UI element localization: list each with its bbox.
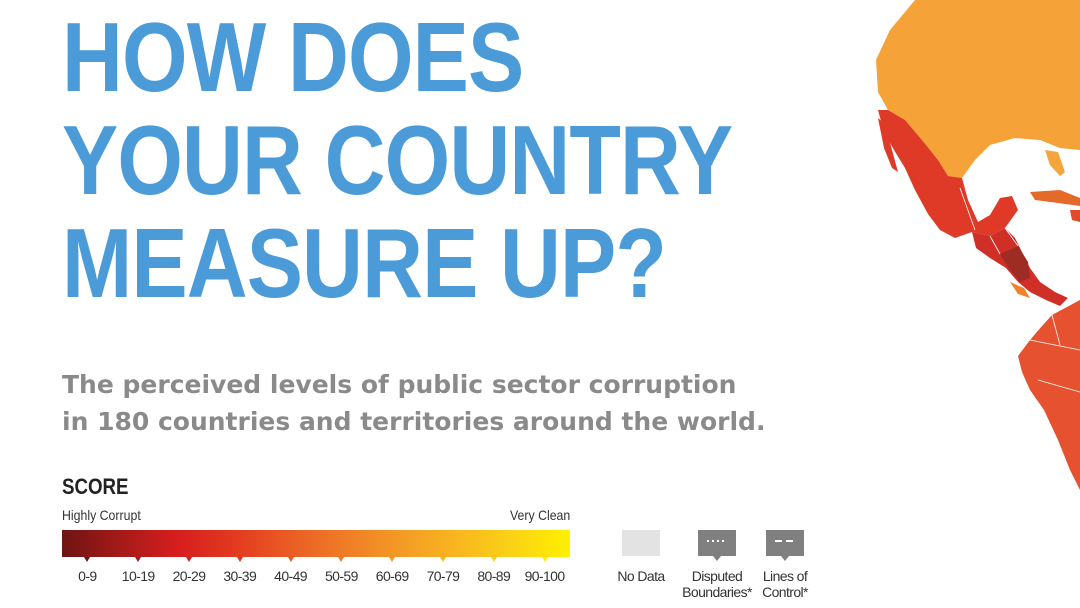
no-data-label: No Data: [612, 568, 670, 584]
legend-tick-30-39: [214, 557, 265, 562]
legend-tick-60-69: [367, 557, 418, 562]
legend-bin-label-40-49: 40-49: [274, 568, 307, 584]
costa-rica-region: [1010, 282, 1030, 298]
lines-of-control-swatch: [766, 530, 804, 556]
baja-california-region: [878, 118, 898, 172]
legend-low-label: Highly Corrupt: [62, 507, 141, 523]
legend-bin-label-10-19: 10-19: [121, 568, 155, 584]
legend-tick-50-59: [316, 557, 367, 562]
cuba-region: [1030, 190, 1080, 206]
disputed-boundaries-label-line-1: Disputed: [691, 568, 743, 584]
country-borders: [959, 187, 1080, 393]
legend-tick-90-100: [519, 557, 570, 562]
legend-bin-label-70-79: 70-79: [426, 568, 460, 584]
legend-tick-40-49: [265, 557, 316, 562]
legend-bin-label-0-9: 0-9: [78, 568, 97, 584]
dotted-line-icon: [707, 540, 727, 542]
legend-color-scale: [62, 530, 570, 557]
legend-bin-label-50-59: 50-59: [324, 568, 358, 584]
headline: HOW DOES YOUR COUNTRY MEASURE UP?: [62, 2, 733, 318]
legend-tick-70-79: [418, 557, 469, 562]
subtitle: The perceived levels of public sector co…: [62, 366, 782, 440]
legend-bin-labels: 0-9 10-19 20-29 30-39 40-49 50-59 60-69 70-79 80…: [62, 568, 570, 584]
subtitle-line-2: in 180 countries and territories around …: [62, 407, 766, 436]
disputed-boundaries-label: Disputed Boundaries*: [676, 568, 758, 600]
hispaniola-region: [1070, 210, 1080, 222]
legend-bin-label-60-69: 60-69: [375, 568, 409, 584]
mexico-region: [878, 110, 1018, 238]
legend-bin-label-20-29: 20-29: [172, 568, 206, 584]
legend-bin-label-90-100: 90-100: [524, 568, 566, 584]
headline-line-1: HOW DOES: [62, 2, 524, 112]
honduras-region: [1000, 246, 1030, 282]
caribbean-islands: [1045, 150, 1065, 176]
north-america-region: [876, 0, 1080, 178]
legend-tick-0-9: [62, 557, 113, 562]
legend-bin-label-30-39: 30-39: [223, 568, 257, 584]
disputed-boundaries-pointer: [713, 556, 721, 561]
headline-line-3: MEASURE UP?: [62, 208, 667, 318]
dashed-line-icon: [775, 540, 795, 542]
legend-title: SCORE: [62, 474, 129, 499]
legend-ticks: [62, 557, 570, 562]
subtitle-line-1: The perceived levels of public sector co…: [62, 370, 737, 399]
headline-line-2: YOUR COUNTRY: [62, 105, 733, 215]
lines-of-control-label-line-1: Lines of: [762, 568, 808, 584]
legend-high-label: Very Clean: [510, 507, 571, 523]
legend-bin-label-80-89: 80-89: [477, 568, 511, 584]
lines-of-control-label: Lines of Control*: [752, 568, 818, 600]
legend-tick-80-89: [468, 557, 519, 562]
no-data-label-line: No Data: [617, 568, 665, 584]
lines-of-control-label-line-2: Control*: [762, 584, 808, 600]
lines-of-control-pointer: [781, 556, 789, 561]
legend-tick-20-29: [164, 557, 215, 562]
south-america-region: [1018, 300, 1080, 490]
disputed-boundaries-swatch: [698, 530, 736, 556]
legend-tick-10-19: [113, 557, 164, 562]
disputed-boundaries-label-line-2: Boundaries*: [682, 584, 752, 600]
no-data-swatch: [622, 530, 660, 556]
